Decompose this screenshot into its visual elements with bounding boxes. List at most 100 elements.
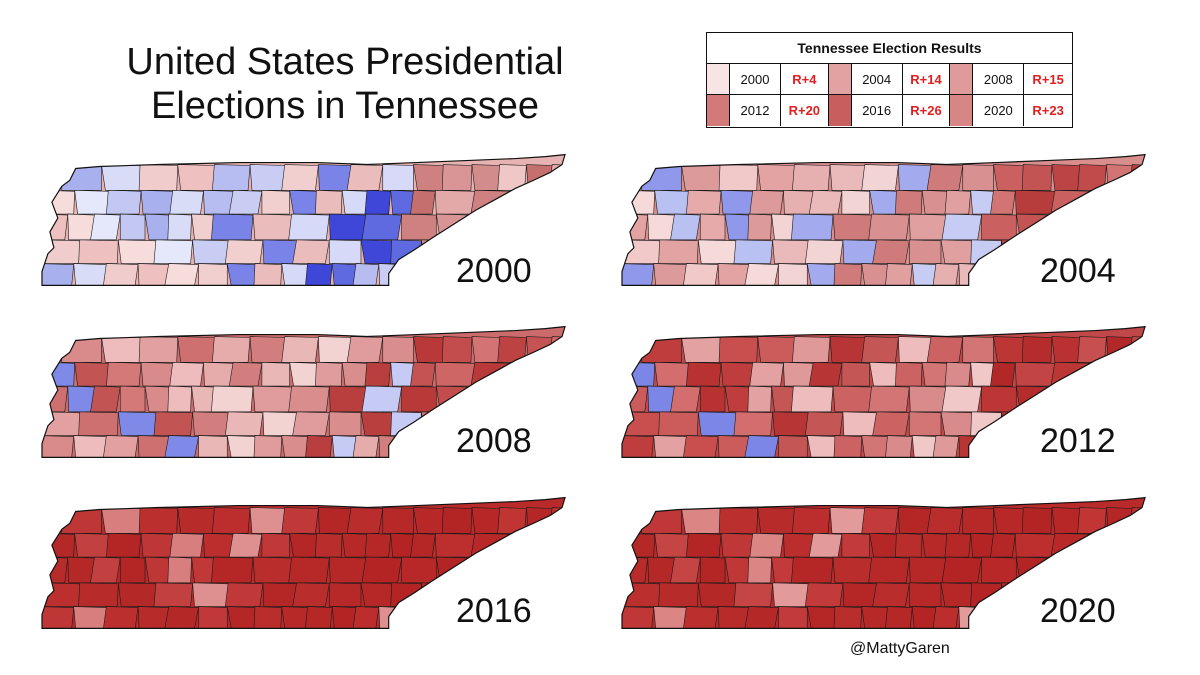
county-shape <box>717 435 751 458</box>
county-shape <box>140 189 176 215</box>
county-shape <box>1050 532 1094 558</box>
county-shape <box>167 213 192 241</box>
legend-swatch <box>950 64 974 94</box>
county-shape <box>434 189 477 215</box>
county-shape <box>747 213 772 241</box>
county-shape <box>1128 336 1146 363</box>
county-shape <box>842 582 878 607</box>
county-shape <box>697 239 740 264</box>
county-shape <box>806 435 840 458</box>
county-shape <box>1015 385 1055 413</box>
county-shape <box>749 189 784 215</box>
county-shape <box>718 336 759 363</box>
county-shape <box>564 213 566 241</box>
county-shape <box>911 263 939 286</box>
county-shape <box>1021 336 1053 363</box>
legend-title: Tennessee Election Results <box>707 33 1072 64</box>
county-shape <box>621 411 664 436</box>
county-shape <box>530 411 557 436</box>
county-shape <box>872 582 910 607</box>
county-shape <box>78 239 119 264</box>
county-shape <box>832 385 874 413</box>
county-shape <box>228 532 263 558</box>
county-shape <box>861 606 891 629</box>
legend-row: 2000 R+4 <box>707 64 829 95</box>
county-shape <box>346 336 384 363</box>
county-shape <box>808 532 843 558</box>
county-shape <box>1130 532 1146 558</box>
county-shape <box>78 411 119 436</box>
county-shape <box>41 263 75 286</box>
legend-margin: R+15 <box>1032 72 1064 87</box>
county-shape <box>1077 507 1107 534</box>
county-shape <box>976 263 1021 286</box>
county-shape <box>288 385 330 413</box>
county-shape <box>470 361 514 387</box>
legend-margin: R+26 <box>910 103 942 118</box>
county-shape <box>103 435 139 458</box>
county-shape <box>908 385 948 413</box>
county-shape <box>103 263 139 286</box>
county-shape <box>360 411 396 436</box>
county-shape <box>733 411 773 436</box>
county-shape <box>772 411 811 436</box>
county-shape <box>1048 385 1083 413</box>
county-shape <box>1132 606 1146 629</box>
county-shape <box>249 507 287 534</box>
county-shape <box>421 239 454 264</box>
county-shape <box>434 532 477 558</box>
state-outline <box>41 153 566 286</box>
county-shape <box>686 532 722 558</box>
county-shape <box>228 361 263 387</box>
title-line-1: United States Presidential <box>126 41 564 83</box>
county-shape <box>962 507 994 534</box>
county-shape <box>224 411 264 436</box>
county-shape <box>868 213 910 241</box>
county-shape <box>1014 189 1057 215</box>
county-shape <box>169 532 204 558</box>
county-shape <box>1014 361 1057 387</box>
county-shape <box>138 164 179 191</box>
county-shape <box>90 385 121 413</box>
county-shape <box>898 336 933 363</box>
legend-swatch <box>828 95 852 126</box>
county-shape <box>621 263 655 286</box>
county-shape <box>137 435 171 458</box>
county-shape <box>744 435 779 458</box>
county-shape <box>90 556 121 584</box>
county-shape <box>262 411 298 436</box>
county-shape <box>352 606 380 629</box>
county-shape <box>932 435 960 458</box>
county-shape <box>140 361 176 387</box>
county-shape <box>74 532 112 558</box>
county-shape <box>970 411 1002 436</box>
county-map-svg <box>41 325 566 458</box>
county-shape <box>119 556 146 584</box>
county-shape <box>164 263 199 286</box>
county-shape <box>211 556 254 584</box>
county-shape <box>806 263 840 286</box>
county-shape <box>1144 556 1146 584</box>
county-shape <box>262 582 298 607</box>
county-shape <box>315 189 343 215</box>
county-shape <box>898 164 933 191</box>
county-shape <box>228 189 263 215</box>
county-shape <box>305 263 333 286</box>
county-shape <box>352 263 380 286</box>
county-map-svg <box>41 153 566 286</box>
county-shape <box>434 361 477 387</box>
county-shape <box>733 582 773 607</box>
legend-margin: R+14 <box>910 72 942 87</box>
county-shape <box>1001 582 1034 607</box>
county-shape <box>441 164 473 191</box>
legend-year: 2004 <box>852 64 903 94</box>
county-shape <box>396 263 441 286</box>
county-shape <box>103 606 139 629</box>
county-shape <box>137 263 171 286</box>
county-shape <box>198 435 228 458</box>
county-shape <box>253 435 283 458</box>
county-shape <box>401 556 437 584</box>
legend-grid: 2000 R+4 2004 R+14 2008 R+15 2012 R+20 2… <box>707 64 1072 126</box>
county-shape <box>249 336 287 363</box>
county-shape <box>468 556 503 584</box>
